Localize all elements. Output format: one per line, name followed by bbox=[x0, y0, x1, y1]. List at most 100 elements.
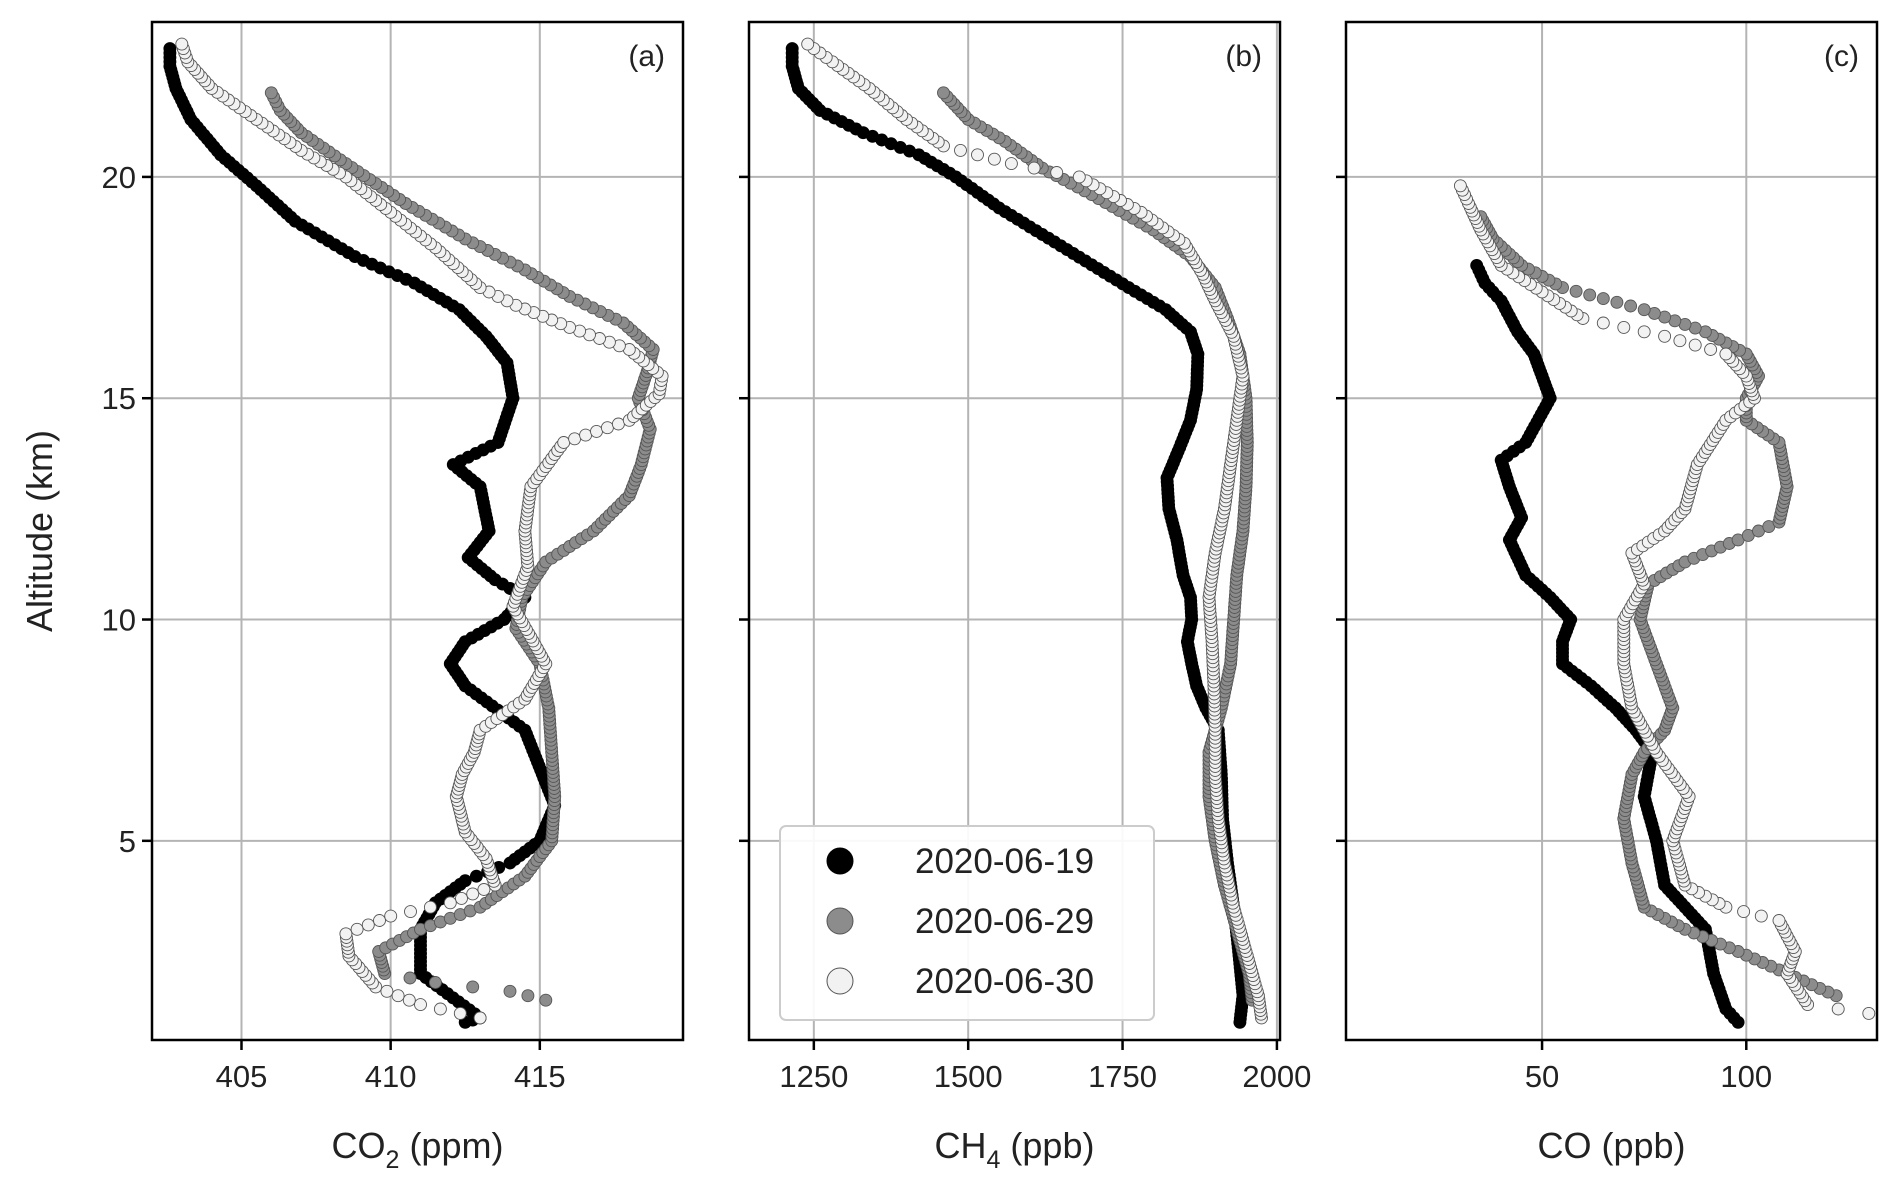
axes-frame bbox=[150, 20, 685, 1042]
legend: 2020-06-19 2020-06-29 2020-06-30 bbox=[779, 825, 1155, 1021]
data-point bbox=[361, 918, 375, 932]
data-point bbox=[453, 1006, 467, 1020]
data-point bbox=[557, 436, 571, 449]
data-point bbox=[380, 984, 394, 998]
data-point bbox=[611, 417, 625, 431]
x-axis-label: CH4 (ppb) bbox=[935, 1125, 1095, 1174]
x-tick-label: 405 bbox=[216, 1059, 268, 1094]
data-point bbox=[477, 883, 491, 896]
x-tick-label: 50 bbox=[1525, 1059, 1559, 1094]
data-point bbox=[391, 989, 405, 1003]
x-tick-label: 1750 bbox=[1088, 1059, 1157, 1094]
data-point bbox=[954, 143, 967, 157]
data-point bbox=[414, 998, 427, 1012]
panel-3: 50 100 (c) CO (ppb) bbox=[1336, 20, 1879, 1166]
data-points bbox=[785, 37, 1268, 1029]
data-point bbox=[521, 989, 535, 1003]
series-2020-06-29 bbox=[264, 86, 660, 1007]
data-point bbox=[1862, 1006, 1876, 1020]
data-point bbox=[443, 896, 457, 910]
data-point bbox=[801, 37, 815, 51]
data-points bbox=[163, 37, 669, 1029]
data-point bbox=[600, 421, 614, 435]
x-axis-label-main: CO bbox=[332, 1125, 386, 1166]
data-point bbox=[1719, 347, 1733, 361]
data-point bbox=[1617, 320, 1631, 334]
data-point bbox=[466, 980, 480, 994]
axes-frame bbox=[747, 20, 1282, 1042]
data-point bbox=[1772, 914, 1786, 927]
y-tick-label: 15 bbox=[102, 381, 136, 416]
data-point bbox=[1704, 343, 1718, 356]
data-point bbox=[423, 900, 437, 914]
data-point bbox=[373, 914, 386, 927]
data-point bbox=[1596, 316, 1610, 330]
data-point bbox=[1072, 170, 1086, 184]
x-axis-label-unit: (ppm) bbox=[399, 1125, 503, 1166]
x-tick-label: 415 bbox=[514, 1059, 566, 1094]
x-tick-label: 1500 bbox=[934, 1059, 1003, 1094]
series-2020-06-30 bbox=[175, 37, 669, 1025]
x-axis-label: CO2 (ppm) bbox=[332, 1125, 504, 1174]
data-point bbox=[469, 869, 483, 883]
data-point bbox=[568, 432, 582, 446]
data-point bbox=[1596, 292, 1610, 306]
x-tick-label: 1250 bbox=[779, 1059, 848, 1094]
panel-label: (b) bbox=[1225, 40, 1262, 73]
legend-marker bbox=[826, 907, 854, 935]
legend-label: 2020-06-19 bbox=[915, 842, 1094, 881]
data-point bbox=[455, 891, 468, 905]
series-2020-06-30 bbox=[1453, 179, 1876, 1020]
data-point bbox=[403, 971, 417, 985]
y-axis-label: Altitude (km) bbox=[19, 430, 60, 632]
data-point bbox=[1637, 325, 1651, 339]
data-point bbox=[1688, 338, 1702, 352]
data-point bbox=[937, 86, 950, 100]
data-point bbox=[428, 976, 442, 989]
data-point bbox=[1637, 303, 1651, 317]
x-tick-label: 410 bbox=[365, 1059, 417, 1094]
data-point bbox=[264, 86, 278, 100]
data-point bbox=[458, 874, 472, 888]
x-axis-label-main: CH bbox=[935, 1125, 987, 1166]
data-point bbox=[1737, 905, 1751, 919]
data-point bbox=[175, 37, 189, 51]
panel-label: (a) bbox=[628, 40, 665, 73]
x-axis-label-sub: 2 bbox=[386, 1146, 400, 1174]
x-axis-label-unit: (ppb) bbox=[1000, 1125, 1094, 1166]
data-point bbox=[1453, 179, 1467, 193]
x-axis-label: CO (ppb) bbox=[1537, 1125, 1685, 1166]
data-point bbox=[503, 984, 517, 998]
legend-label: 2020-06-29 bbox=[915, 902, 1094, 941]
data-point bbox=[163, 42, 177, 56]
data-point bbox=[404, 905, 417, 919]
y-tick-label: 20 bbox=[102, 160, 136, 195]
data-point bbox=[1583, 288, 1597, 302]
data-point bbox=[971, 148, 984, 162]
series-2020-06-19 bbox=[785, 42, 1250, 1029]
data-point bbox=[579, 428, 593, 442]
x-tick-label: 100 bbox=[1720, 1059, 1772, 1094]
legend-marker bbox=[826, 967, 854, 995]
legend-box bbox=[779, 825, 1155, 1021]
y-tick-label: 10 bbox=[102, 603, 136, 638]
data-point bbox=[384, 909, 398, 923]
panel-1: 405 410 415 5 10 15 20 (a) CO2 (ppm) Altitude (km… bbox=[19, 20, 685, 1174]
data-point bbox=[1831, 1002, 1845, 1016]
data-point bbox=[1027, 161, 1041, 175]
legend-label: 2020-06-30 bbox=[915, 962, 1094, 1001]
data-point bbox=[1470, 258, 1484, 272]
x-axis-label-sub: 4 bbox=[987, 1146, 1001, 1174]
x-tick-label: 2000 bbox=[1242, 1059, 1311, 1094]
data-point bbox=[987, 152, 1001, 166]
series-2020-06-30 bbox=[801, 37, 1268, 1025]
data-point bbox=[1658, 329, 1672, 343]
data-point bbox=[785, 42, 799, 56]
y-tick-label: 5 bbox=[119, 824, 136, 859]
legend-marker bbox=[826, 847, 854, 875]
data-point bbox=[1624, 299, 1638, 313]
data-point bbox=[473, 1011, 487, 1025]
axes-frame bbox=[1344, 20, 1879, 1042]
panel-2: 1250 1500 1750 2000(b)CH4 (ppb)2020-06-1920… bbox=[739, 20, 1311, 1174]
